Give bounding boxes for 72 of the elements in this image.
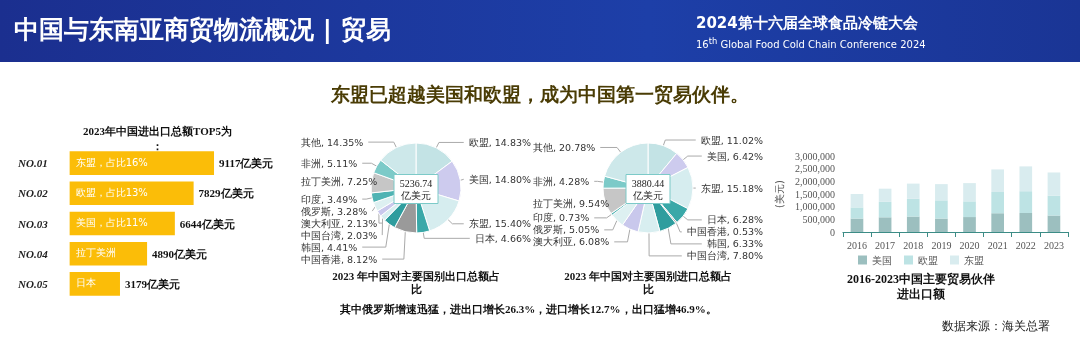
y-tick-label: NO.04 — [17, 247, 49, 260]
text: 东盟已超越美国和欧盟，成为中国第一贸易伙伴。 — [330, 82, 750, 107]
slice-label: 东盟, 15.40% — [468, 218, 531, 230]
slice-label: 澳大利亚, 2.13% — [301, 217, 378, 229]
data-label: 4890亿美元 — [152, 247, 208, 260]
x-tick-label: 2020 — [959, 239, 980, 251]
y-tick-label: NO.05 — [17, 277, 49, 290]
slice-label: 韩国, 6.33% — [706, 238, 763, 250]
data-label: 7829亿美元 — [198, 187, 254, 200]
chart-title: 2023年中国进出口总额TOP5为： — [83, 124, 232, 152]
slice-label: 其他, 20.78% — [533, 141, 596, 153]
slice-label: 澳大利亚, 6.08% — [533, 236, 610, 248]
data-label: 6644亿美元 — [179, 217, 235, 230]
slice-label: 中国香港, 0.53% — [686, 226, 763, 238]
slice-label: 拉丁美洲, 7.25% — [301, 176, 378, 188]
annotation: 东盟，占比16% — [75, 156, 148, 168]
text: 16$^{th}$ Global Food Cold Chain Conference 2024 — [696, 36, 926, 51]
y-tick-label: 1,000,000 — [794, 201, 835, 213]
x-tick-label: 2017 — [875, 239, 896, 251]
x-tick-label: 2021 — [987, 239, 1008, 251]
y-tick-label: NO.02 — [17, 187, 49, 200]
y-axis-title: (美元) — [773, 180, 785, 208]
y-tick-label: NO.03 — [17, 217, 49, 230]
x-tick-label: 2018 — [903, 239, 924, 251]
data-label: 9117亿美元 — [219, 157, 274, 170]
legend-label: 美国 — [872, 254, 892, 266]
y-tick-label: 1,500,000 — [794, 188, 835, 200]
slice-label: 非洲, 5.11% — [301, 157, 358, 169]
slice-label: 其他, 14.35% — [301, 136, 364, 148]
annotation: 美国，占比11% — [75, 217, 148, 228]
slice-label: 中国台湾, 7.80% — [686, 250, 763, 262]
legend-label: 东盟 — [964, 254, 984, 266]
y-tick-label: 3,000,000 — [794, 150, 835, 162]
legend-label: 欧盟 — [918, 254, 938, 266]
x-tick-label: 2023 — [1043, 239, 1064, 251]
slice-label: 印度, 0.73% — [533, 212, 590, 224]
slice-label: 美国, 14.80% — [468, 173, 531, 185]
slice-label: 欧盟, 11.02% — [700, 134, 763, 146]
x-tick-label: 2016 — [846, 239, 867, 251]
text: 3880.44 亿美元 — [631, 177, 665, 201]
slice-label: 中国台湾, 2.03% — [301, 229, 378, 241]
y-tick-label: 500,000 — [802, 213, 835, 225]
text: 2024第十六届全球食品冷链大会 — [696, 14, 918, 33]
text: 2016-2023中国主要贸易伙伴进出口额 — [847, 271, 995, 301]
slice-label: 欧盟, 14.83% — [468, 136, 531, 148]
text: 其中俄罗斯增速迅猛，进出口增长26.3%，进口增长12.7%，出口猛增46.9%。 — [340, 302, 717, 317]
slice-label: 日本, 6.28% — [706, 214, 763, 226]
y-tick-label: 2,500,000 — [794, 163, 835, 175]
annotation: 日本 — [75, 277, 96, 289]
text: 2023 年中国对主要国别进口总额占比 — [564, 269, 732, 295]
y-tick-label: 2,000,000 — [794, 175, 835, 187]
text: 中国与东南亚商贸物流概况 | 贸易 — [14, 14, 391, 46]
slice-label: 俄罗斯, 3.28% — [301, 205, 368, 217]
source-note: 数据来源：海关总署 — [942, 318, 1050, 335]
y-tick-label: 0 — [829, 226, 835, 238]
slice-label: 非洲, 4.28% — [533, 175, 590, 187]
text: 5236.74 亿美元 — [399, 177, 433, 201]
slice-label: 日本, 4.66% — [474, 232, 531, 244]
x-tick-label: 2022 — [1015, 239, 1036, 251]
data-label: 3179亿美元 — [124, 277, 180, 290]
slice-label: 拉丁美洲, 9.54% — [533, 197, 610, 209]
slice-label: 美国, 6.42% — [706, 150, 763, 162]
annotation: 拉丁美洲 — [75, 247, 116, 259]
slice-label: 俄罗斯, 5.05% — [533, 224, 600, 236]
slice-label: 韩国, 4.41% — [301, 241, 358, 253]
slice-label: 中国香港, 8.12% — [301, 253, 378, 265]
slice-label: 印度, 3.49% — [301, 193, 358, 205]
y-tick-label: NO.01 — [17, 157, 48, 170]
x-tick-label: 2019 — [931, 239, 952, 251]
text: 2023 年中国对主要国别出口总额占比 — [332, 269, 500, 295]
annotation: 欧盟，占比13% — [75, 186, 148, 198]
slice-label: 东盟, 15.18% — [700, 182, 763, 194]
